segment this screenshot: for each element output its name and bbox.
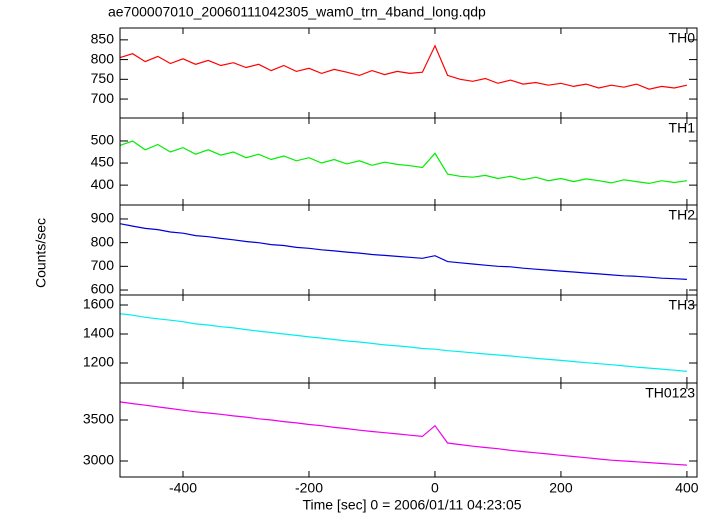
y-tick-label: 800 — [91, 233, 115, 249]
x-tick-label: 400 — [675, 480, 699, 496]
data-line — [119, 401, 687, 466]
panel-label: TH0123 — [645, 385, 695, 401]
panel-frame — [119, 204, 698, 296]
x-tick-label: -400 — [169, 480, 197, 496]
panel-label: TH2 — [669, 207, 696, 223]
panel-label: TH0 — [669, 30, 696, 46]
panel-frame — [119, 294, 698, 384]
y-tick-label: 500 — [91, 132, 115, 148]
y-tick-label: 3500 — [83, 411, 114, 427]
y-tick-label: 3000 — [83, 452, 114, 468]
y-tick-label: 850 — [91, 31, 115, 47]
y-tick-label: 1200 — [83, 354, 114, 370]
data-line — [119, 44, 688, 90]
y-tick-label: 800 — [91, 50, 115, 66]
chart-title: ae700007010_20060111042305_wam0_trn_4ban… — [108, 4, 486, 20]
y-axis-label: Counts/sec — [33, 218, 49, 288]
panel-frame — [119, 117, 698, 206]
y-tick-label: 700 — [91, 257, 115, 273]
panel-frame — [119, 382, 698, 478]
y-tick-label: 700 — [91, 90, 115, 106]
y-tick-label: 400 — [91, 176, 115, 192]
data-line — [119, 313, 687, 372]
y-tick-label: 600 — [91, 281, 115, 297]
x-axis-label: Time [sec] 0 = 2006/01/11 04:23:05 — [302, 497, 521, 513]
y-tick-label: 1600 — [83, 296, 114, 312]
data-line — [119, 140, 687, 185]
panel-label: TH3 — [669, 297, 696, 313]
y-tick-label: 1400 — [83, 325, 114, 341]
x-tick-label: 200 — [549, 480, 573, 496]
y-tick-label: 900 — [91, 210, 115, 226]
x-tick-label: 0 — [431, 480, 439, 496]
data-line — [119, 223, 687, 280]
y-tick-label: 750 — [91, 70, 115, 86]
panel-label: TH1 — [669, 120, 696, 136]
x-tick-label: -200 — [295, 480, 323, 496]
y-tick-label: 450 — [91, 154, 115, 170]
